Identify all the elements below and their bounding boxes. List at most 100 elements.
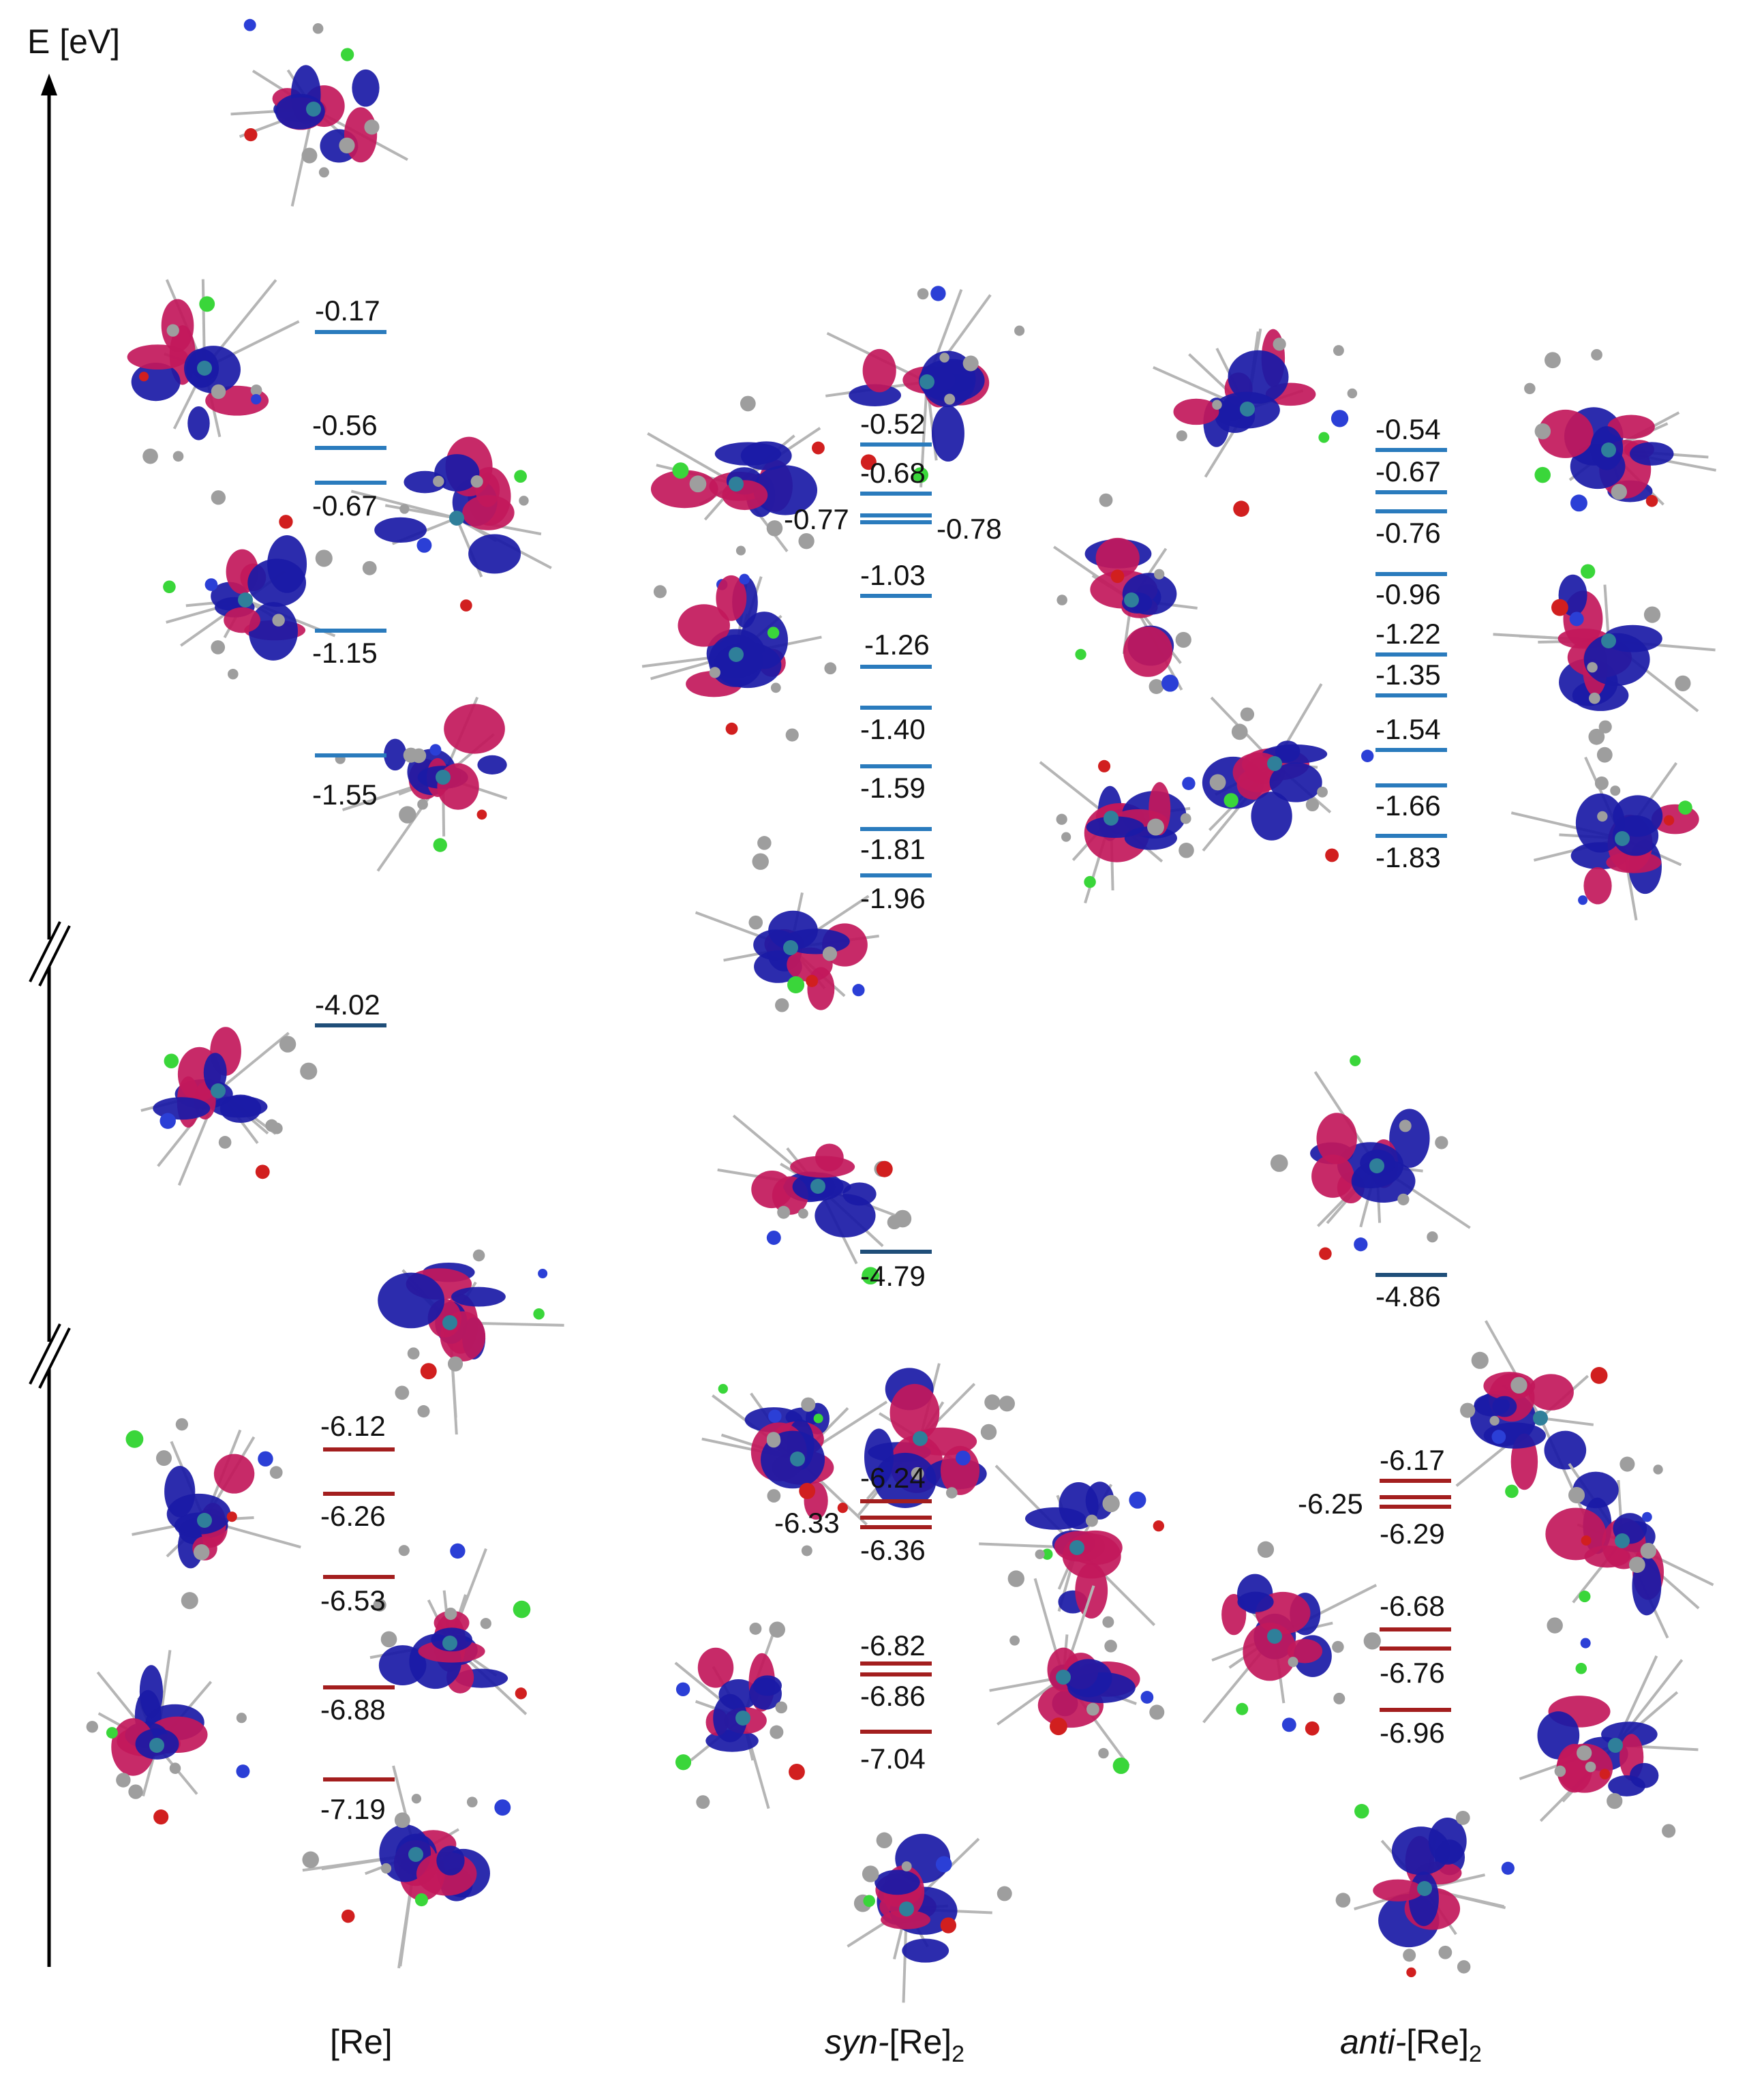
atom: [1578, 895, 1588, 905]
level-label: -0.68: [860, 457, 926, 489]
atom: [236, 1764, 250, 1778]
atom: [1588, 728, 1605, 745]
atom: [211, 490, 226, 505]
orbital-lobe-negative: [864, 1428, 894, 1486]
atom: [767, 1489, 781, 1503]
orbital-lobe-negative: [1269, 762, 1322, 802]
atom: [944, 393, 956, 405]
atom: [748, 915, 763, 930]
orbital-lobe-positive: [807, 967, 835, 1010]
orbital-lobe-negative: [434, 454, 480, 492]
orbital-lobe-positive: [1556, 1743, 1613, 1793]
orbital-lobe-negative: [210, 1096, 268, 1118]
atom: [450, 1543, 466, 1559]
atom: [984, 1394, 1001, 1411]
atom: [1350, 1055, 1361, 1066]
atom: [739, 573, 750, 585]
orbital-lobe-negative: [477, 755, 507, 774]
atom: [164, 1053, 179, 1069]
axis-title: E [eV]: [27, 22, 120, 61]
orbital-lobe-positive: [697, 1647, 734, 1688]
atom: [798, 1208, 808, 1219]
atom: [1335, 1893, 1351, 1908]
atom: [1305, 798, 1320, 812]
rhenium-atom: [1104, 811, 1119, 826]
atom: [1653, 1464, 1663, 1475]
orbital-lobe-negative: [378, 1272, 445, 1329]
orbital-lobe-positive: [462, 495, 515, 530]
atom: [775, 998, 789, 1012]
atom: [939, 352, 949, 363]
atom: [447, 1356, 463, 1372]
rhenium-atom: [149, 1738, 164, 1753]
atom: [675, 1682, 690, 1696]
orbital-lobe-negative: [248, 601, 298, 661]
atom: [806, 974, 819, 987]
atom: [272, 614, 285, 627]
atom: [211, 640, 226, 655]
atom: [1084, 875, 1096, 888]
atom: [538, 1268, 548, 1279]
orbital-lobe-positive: [127, 344, 188, 370]
atom: [775, 1701, 788, 1714]
atom: [1149, 1704, 1165, 1720]
level-label: -1.81: [860, 833, 926, 865]
atom: [752, 853, 769, 870]
atom: [1153, 1520, 1165, 1532]
atom: [1471, 1351, 1489, 1369]
atom: [1035, 1549, 1045, 1559]
orbital-lobe-positive: [1537, 409, 1594, 458]
atom: [1590, 1367, 1608, 1384]
level-label: -6.82: [860, 1629, 926, 1661]
rhenium-atom: [238, 592, 253, 607]
atom: [318, 167, 329, 178]
atom: [770, 682, 781, 693]
atom: [837, 1502, 848, 1514]
orbital-lobe-positive: [1123, 626, 1173, 677]
atom: [417, 1405, 430, 1418]
atom: [876, 1832, 893, 1848]
orbital-lobe-negative: [875, 1869, 920, 1895]
axis-break-mark-2b: [38, 1327, 71, 1389]
level-label: -0.17: [315, 295, 380, 327]
orbital-lobe-positive: [1311, 1154, 1354, 1198]
column-label-re: [Re]: [330, 2023, 393, 2061]
atom: [1129, 1491, 1146, 1509]
atom: [1281, 1717, 1296, 1732]
level-label: -0.54: [1375, 413, 1441, 445]
atom: [911, 1466, 924, 1480]
orbital-lobe-positive: [344, 107, 378, 163]
orbital-lobe-negative: [1065, 1659, 1112, 1698]
atom: [1212, 400, 1222, 410]
atom: [1102, 1494, 1120, 1513]
rhenium-atom: [1533, 1411, 1548, 1426]
atom: [862, 1865, 879, 1882]
rhenium-atom: [899, 1901, 914, 1916]
column-label-subscript: 2: [1469, 2041, 1482, 2067]
atom: [125, 1430, 144, 1448]
levels-anti: -0.54 -0.67 -0.76 -0.96 -1.22 -1.35 -1.5…: [1298, 413, 1451, 1749]
atom: [1406, 1967, 1416, 1978]
atom: [1568, 1486, 1585, 1504]
level-label: -7.19: [320, 1793, 386, 1825]
atom: [420, 1363, 437, 1380]
level-label: -0.67: [1375, 455, 1441, 487]
orbital-lobe-positive: [1243, 1623, 1297, 1681]
atom: [1534, 466, 1551, 483]
level-label: -6.12: [320, 1410, 386, 1442]
rhenium-atom: [919, 374, 934, 389]
rhenium-atom: [913, 1431, 928, 1446]
atom: [86, 1721, 98, 1733]
atom: [1577, 1745, 1592, 1761]
orbital-lobe-positive: [1316, 1113, 1357, 1164]
atom: [1102, 1616, 1114, 1628]
level-label: -4.02: [315, 989, 380, 1021]
atom: [255, 1164, 270, 1179]
atom: [312, 23, 324, 34]
atom: [470, 475, 483, 488]
atom: [1056, 595, 1067, 605]
atom: [433, 475, 444, 487]
level-label: -0.96: [1375, 578, 1441, 610]
atom: [139, 372, 149, 382]
orbital-lobe-negative: [1221, 395, 1246, 421]
